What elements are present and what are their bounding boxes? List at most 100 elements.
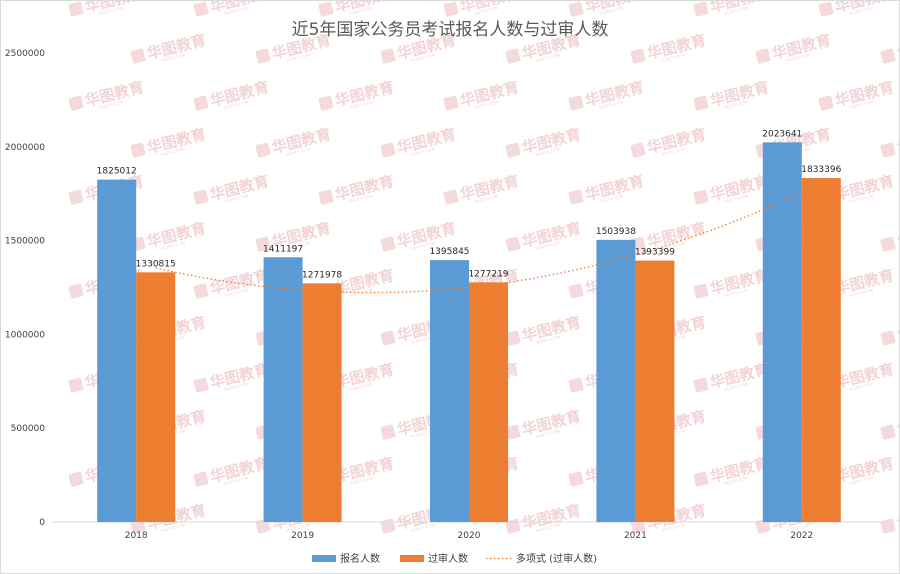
watermark-subtext-39: HUATU.COM [661, 240, 686, 251]
watermark-logo-1 [193, 1, 209, 17]
watermark-subtext-51: HUATU.COM [411, 334, 436, 345]
watermark-subtext-62: HUATU.COM [849, 381, 874, 392]
watermark-logo-33 [693, 189, 709, 205]
watermark-subtext-23: HUATU.COM [411, 146, 436, 157]
watermark-subtext-37: HUATU.COM [411, 240, 436, 251]
watermark-logo-15 [193, 95, 209, 111]
watermark-logo-57 [193, 377, 209, 393]
bars [97, 142, 841, 523]
watermark-logo-31 [443, 189, 459, 205]
watermark-logo-22 [255, 142, 271, 158]
x-tick-label-4: 2022 [790, 531, 813, 541]
watermark-logo-20 [818, 95, 834, 111]
watermark-subtext-43: HUATU.COM [224, 287, 249, 298]
data-label-series-1-0: 1330815 [136, 259, 176, 269]
data-label-series-1-4: 1833396 [801, 165, 841, 175]
watermark-subtext-30: HUATU.COM [349, 193, 374, 204]
watermark-logo-65 [380, 424, 396, 440]
watermark-text-69: 华图教育 [895, 407, 899, 439]
bar-series-1-1 [302, 283, 342, 522]
bar-series-0-3 [596, 239, 636, 522]
y-tick-label-0: 0 [39, 518, 45, 528]
trendline [155, 182, 822, 294]
watermark-text-83: 华图教育 [895, 501, 899, 533]
y-tick-label-2: 1000000 [5, 330, 45, 340]
watermark-subtext-82: HUATU.COM [786, 522, 811, 533]
watermark-subtext-17: HUATU.COM [474, 99, 499, 110]
bar-series-1-3 [635, 260, 675, 522]
watermark-subtext-24: HUATU.COM [536, 146, 561, 157]
y-tick-label-5: 2500000 [5, 49, 45, 59]
watermark-logo-74 [568, 471, 584, 487]
data-label-series-0-0: 1825012 [97, 167, 137, 177]
legend-label-series-0: 报名人数 [340, 552, 380, 565]
x-axis: 2018 2019 2020 2021 2022 [125, 531, 814, 541]
watermark-subtext-22: HUATU.COM [286, 146, 311, 157]
watermark-logo-42 [68, 283, 84, 299]
watermark-subtext-0: HUATU.COM [99, 5, 124, 16]
watermark-logo-7 [130, 48, 146, 64]
watermark-subtext-81: HUATU.COM [661, 522, 686, 533]
watermark-logo-28 [68, 189, 84, 205]
watermark-subtext-61: HUATU.COM [724, 381, 749, 392]
watermark-logo-56 [68, 377, 84, 393]
x-tick-label-2: 2020 [458, 531, 481, 541]
watermark-subtext-58: HUATU.COM [349, 381, 374, 392]
watermark-logo-6 [818, 1, 834, 17]
watermark-subtext-76: HUATU.COM [849, 475, 874, 486]
watermark-subtext-75: HUATU.COM [724, 475, 749, 486]
legend-swatch-series-1 [400, 555, 424, 562]
legend-item-trendline: 多项式 (过审人数) [486, 552, 597, 565]
x-tick-label-1: 2019 [291, 531, 314, 541]
watermark-text-55: 华图教育 [895, 313, 899, 345]
bar-series-1-0 [136, 272, 176, 522]
watermark-subtext-77: HUATU.COM [161, 522, 186, 533]
watermark-logo-24 [505, 142, 521, 158]
watermark-logo-27 [880, 142, 896, 158]
legend-swatch-series-0 [312, 555, 336, 562]
x-tick-label-0: 2018 [125, 531, 148, 541]
watermark-subtext-18: HUATU.COM [599, 99, 624, 110]
watermark-logo-46 [568, 283, 584, 299]
watermark-subtext-80: HUATU.COM [536, 522, 561, 533]
watermark-subtext-9: HUATU.COM [411, 52, 436, 63]
watermark-logo-0 [68, 1, 84, 17]
watermark-text-41: 华图教育 [895, 219, 899, 251]
watermark-subtext-29: HUATU.COM [224, 193, 249, 204]
watermark-subtext-6: HUATU.COM [849, 5, 874, 16]
watermark-logo-69 [880, 424, 896, 440]
bar-series-1-4 [801, 178, 841, 522]
watermark-logo-30 [318, 189, 334, 205]
watermark-text-13: 华图教育 [895, 31, 899, 63]
watermark-logo-18 [568, 95, 584, 111]
watermark-subtext-65: HUATU.COM [411, 428, 436, 439]
watermark-subtext-48: HUATU.COM [849, 287, 874, 298]
watermark-subtext-1: HUATU.COM [224, 5, 249, 16]
legend-label-series-1: 过审人数 [428, 552, 468, 565]
